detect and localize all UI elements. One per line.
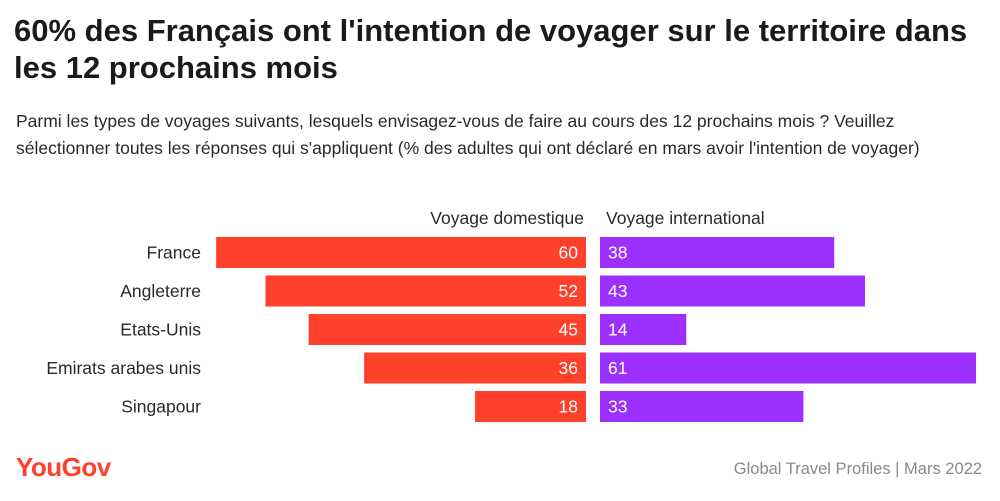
bar-domestic [364, 352, 586, 384]
source-note: Global Travel Profiles | Mars 2022 [733, 460, 982, 478]
category-label: Etats-Unis [120, 320, 201, 340]
data-label-domestic: 36 [559, 358, 578, 378]
category-label: Angleterre [120, 281, 201, 301]
yougov-logo: YouGov [16, 452, 111, 482]
data-label-domestic: 60 [559, 243, 579, 263]
data-label-domestic: 45 [559, 320, 578, 340]
bar-international [600, 275, 866, 307]
bar-international [600, 237, 835, 268]
legend-domestic: Voyage domestique [430, 208, 584, 228]
data-label-domestic: 52 [559, 281, 578, 301]
category-label: Singapour [121, 397, 201, 417]
category-label: France [147, 243, 201, 263]
data-label-international: 33 [608, 397, 627, 417]
data-label-international: 38 [608, 243, 627, 263]
legend-international: Voyage international [606, 208, 765, 228]
category-label: Emirats arabes unis [46, 358, 201, 378]
bar-international [600, 314, 687, 345]
bar-domestic [216, 237, 586, 268]
bar-international [600, 391, 804, 422]
bar-domestic [308, 314, 586, 345]
bar-domestic [475, 391, 586, 422]
bar-domestic [265, 275, 586, 307]
data-label-international: 14 [608, 320, 628, 340]
chart-subtitle: Parmi les types de voyages suivants, les… [16, 111, 920, 158]
chart-title: 60% des Français ont l'intention de voya… [14, 13, 968, 85]
data-label-international: 43 [608, 281, 627, 301]
data-label-international: 61 [608, 358, 627, 378]
data-label-domestic: 18 [559, 397, 578, 417]
bar-international [600, 352, 976, 384]
